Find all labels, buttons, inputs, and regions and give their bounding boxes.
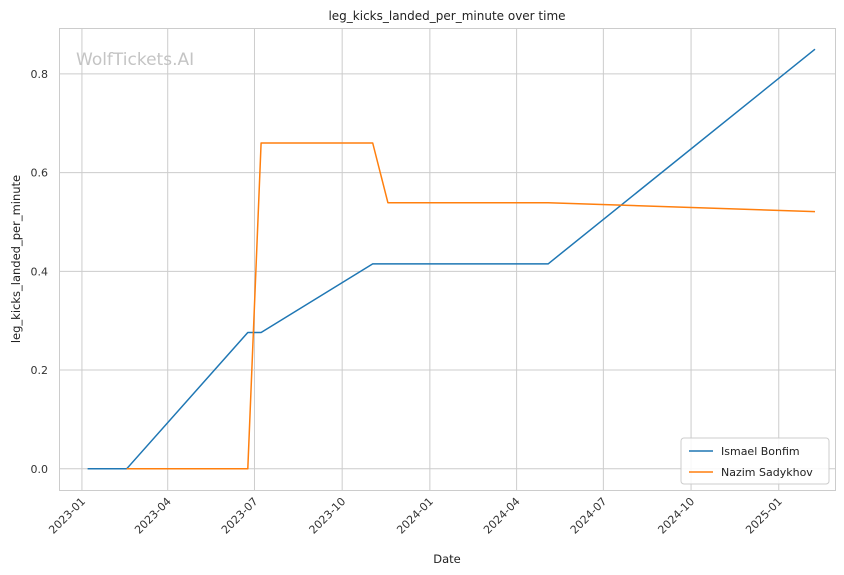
- y-tick-label: 0.0: [31, 463, 49, 476]
- watermark-text: WolfTickets.AI: [76, 50, 194, 70]
- y-axis-title: leg_kicks_landed_per_minute: [9, 175, 23, 343]
- legend-label-ismael-bonfim: Ismael Bonfim: [721, 445, 800, 458]
- plot-area-frame: [59, 28, 836, 491]
- y-tick-label: 0.8: [31, 68, 49, 81]
- x-axis-title: Date: [433, 552, 461, 566]
- y-tick-label: 0.2: [31, 364, 49, 377]
- legend-box: [680, 437, 830, 485]
- series-line-nazim-sadykhov: [126, 142, 816, 470]
- chart-title: leg_kicks_landed_per_minute over time: [328, 9, 565, 23]
- y-tick-label: 0.4: [31, 265, 49, 278]
- series-lines: [87, 48, 816, 470]
- legend: Ismael Bonfim Nazim Sadykhov: [680, 437, 830, 485]
- legend-label-nazim-sadykhov: Nazim Sadykhov: [721, 466, 813, 479]
- y-tick-label: 0.6: [31, 167, 49, 180]
